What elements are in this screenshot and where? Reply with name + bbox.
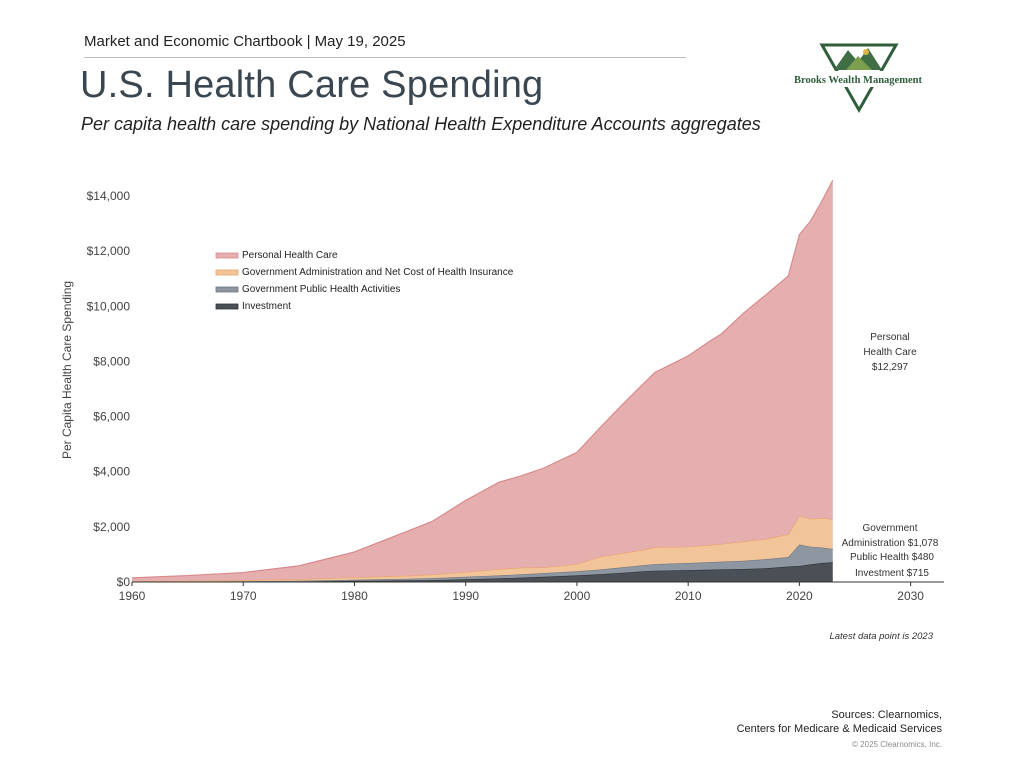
legend-label: Investment [242, 301, 291, 312]
end-labels: Personal Health Care $12,297 Government Admi… [842, 332, 939, 579]
end-label-personal-health: Health Care [863, 347, 917, 358]
x-tick-label: 2000 [564, 589, 591, 603]
legend-swatch [215, 303, 239, 310]
y-tick-label: $0 [117, 575, 131, 589]
legend-swatch [215, 286, 239, 293]
y-tick-label: $8,000 [93, 354, 130, 368]
legend-label: Government Public Health Activities [242, 284, 400, 295]
area-personal-health-care [132, 180, 833, 582]
sources-line-1: Sources: Clearnomics, [831, 709, 942, 721]
chart-legend: Personal Health Care Government Administr… [215, 250, 514, 312]
x-tick-label: 1960 [119, 589, 146, 603]
legend-label: Government Administration and Net Cost o… [242, 267, 514, 278]
header-divider [84, 57, 686, 58]
logo-mountain-icon [834, 48, 882, 70]
latest-data-note: Latest data point is 2023 [829, 631, 933, 642]
brooks-wealth-logo: Brooks Wealth Management [780, 43, 936, 114]
y-tick-label: $10,000 [87, 299, 131, 313]
legend-swatch [215, 269, 239, 276]
x-tick-label: 1980 [341, 589, 368, 603]
x-tick-label: 2020 [786, 589, 813, 603]
sources: Sources: Clearnomics, Centers for Medica… [737, 708, 942, 736]
page-title: U.S. Health Care Spending [80, 64, 544, 106]
end-label-government-administration: Government [862, 523, 917, 534]
legend-swatch [215, 252, 239, 259]
copyright: © 2025 Clearnomics, Inc. [852, 740, 942, 749]
x-tick-label: 1990 [452, 589, 479, 603]
line-personal-health-care [131, 180, 834, 579]
end-label-personal-health: Personal [870, 332, 909, 343]
end-label-government-administration: Administration $1,078 [842, 538, 939, 549]
logo-text: Brooks Wealth Management [794, 75, 922, 86]
x-tick-label: 2030 [897, 589, 924, 603]
end-label-personal-health: $12,297 [872, 362, 909, 373]
x-tick-label: 1970 [230, 589, 257, 603]
area-investment [132, 562, 833, 582]
area-government-administration-and-net-cost-of-health-insurance [132, 515, 833, 582]
sources-line-2: Centers for Medicare & Medicaid Services [736, 723, 942, 735]
end-label-investment: Investment $715 [855, 568, 929, 579]
x-tick-label: 2010 [675, 589, 702, 603]
y-tick-label: $6,000 [93, 410, 130, 424]
y-tick-label: $12,000 [87, 244, 131, 258]
y-tick-label: $14,000 [87, 189, 131, 203]
y-axis-label: Per Capita Health Care Spending [60, 281, 74, 459]
page-subtitle: Per capita health care spending by Natio… [81, 114, 761, 134]
chartbook-kicker: Market and Economic Chartbook | May 19, … [84, 33, 406, 50]
y-tick-label: $2,000 [93, 520, 130, 534]
y-tick-label: $4,000 [93, 465, 130, 479]
legend-label: Personal Health Care [242, 250, 338, 261]
end-label-public-health: Public Health $480 [850, 552, 934, 563]
